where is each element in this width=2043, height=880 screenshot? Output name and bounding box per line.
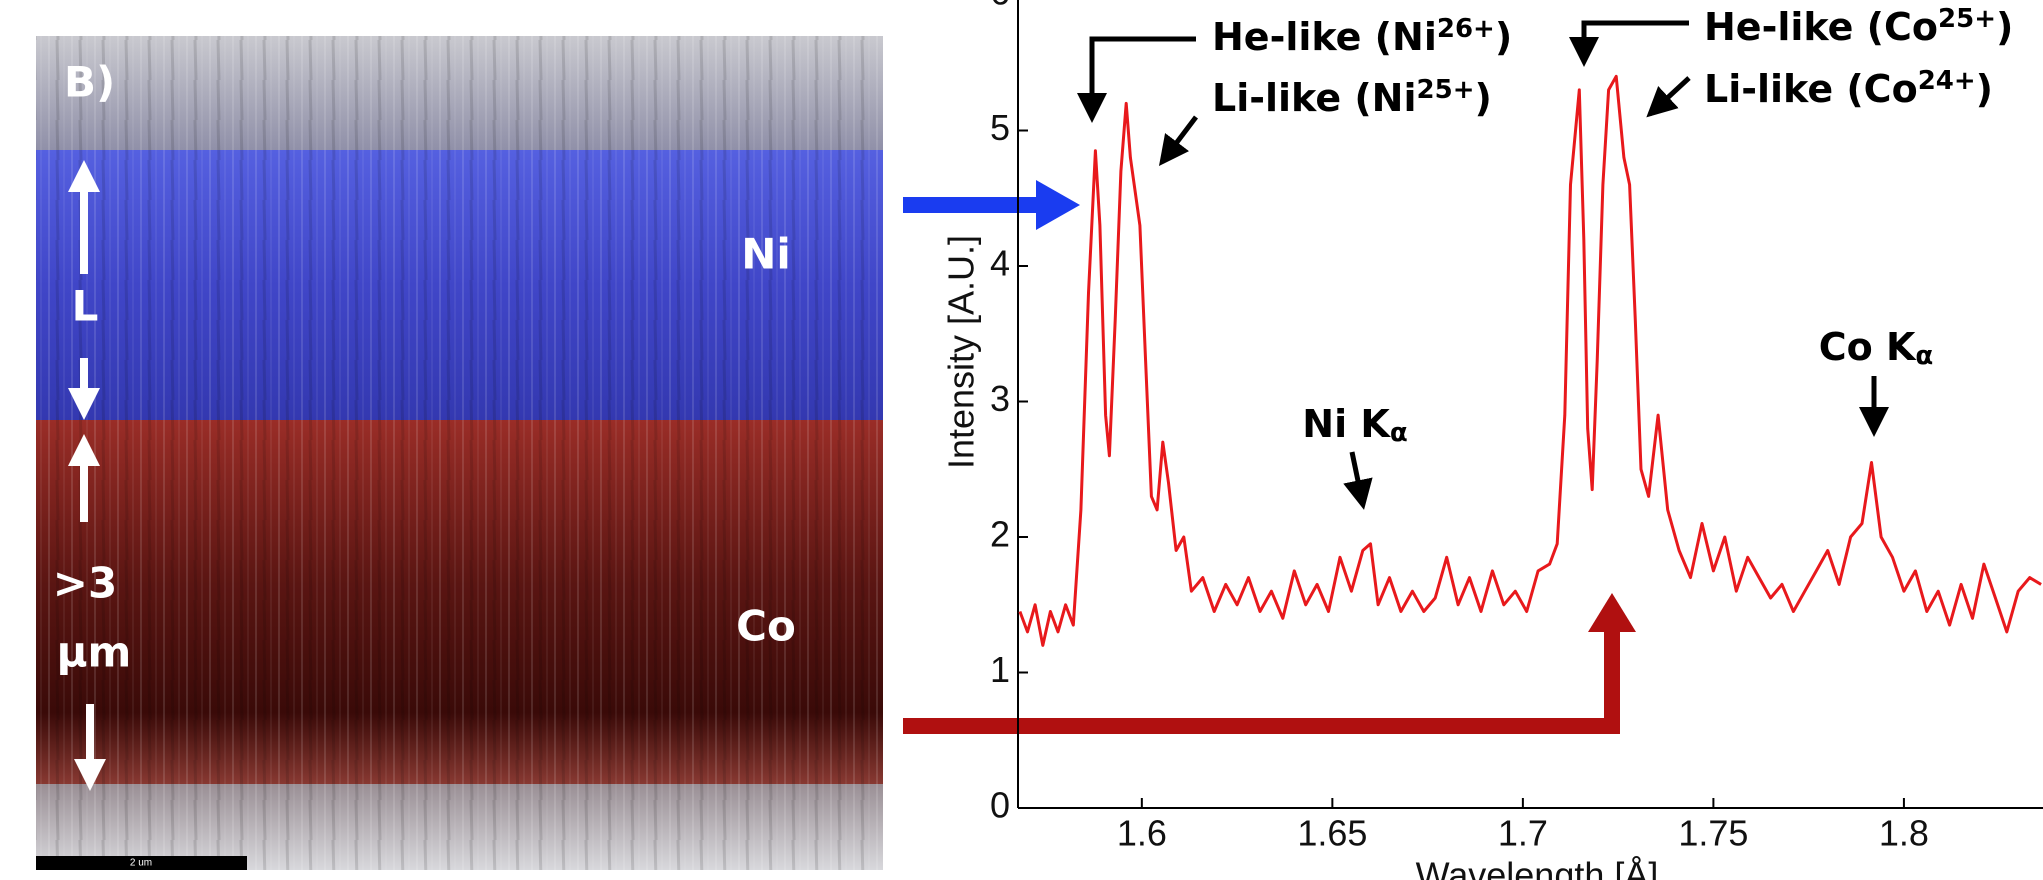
- link-arrows: [903, 180, 1636, 734]
- annotation-part: He-like (Co: [1704, 5, 1938, 49]
- spectrum-line: [1018, 74, 2042, 647]
- x-tick-label: 1.65: [1297, 813, 1367, 854]
- annotation-part: 24+: [1918, 66, 1976, 96]
- annotation: Co Kα: [1819, 325, 1934, 372]
- annotation-part: α: [1915, 341, 1933, 371]
- annotation-part: Li-like (Co: [1704, 67, 1918, 111]
- annotation-arrow: [1077, 36, 1196, 123]
- y-tick-label: 4: [990, 243, 1010, 284]
- annotation-part: 25+: [1938, 4, 1996, 34]
- y-tick-label: 2: [990, 514, 1010, 555]
- thickness-unit: µm: [57, 628, 132, 677]
- annotation-part: 25+: [1417, 75, 1475, 105]
- x-axis-title: Wavelength [Å]: [1416, 855, 1659, 880]
- layer-label: Ni: [741, 230, 791, 279]
- annotation-part: Ni K: [1302, 402, 1391, 446]
- panel-label: B): [64, 58, 115, 107]
- annotation-part: Co K: [1819, 325, 1917, 369]
- y-tick-label: 1: [990, 649, 1010, 690]
- thickness-label: >3: [53, 559, 117, 608]
- blue-arrow-head: [1036, 180, 1080, 230]
- annotation-part: ): [1996, 5, 2013, 49]
- spectrum-chart: Wavelength [Å] Intensity [A.U.] 0 1 2 3 4 5 6 1…: [941, 0, 2043, 880]
- x-tick-label: 1.6: [1117, 813, 1167, 854]
- annotation-part: α: [1390, 418, 1408, 448]
- annotation: He-like (Co25+): [1704, 4, 2013, 48]
- red-arrow-head: [1588, 593, 1636, 632]
- annotation-part: He-like (Ni: [1212, 15, 1437, 59]
- y-tick-label: 6: [990, 0, 1010, 13]
- red-arrow: [903, 628, 1620, 734]
- y-tick-label: 0: [990, 785, 1010, 826]
- wire-texture: [36, 36, 883, 870]
- annotation-arrow: [1646, 76, 1691, 118]
- y-tick-label: 5: [990, 107, 1010, 148]
- annotation-arrow: [1343, 451, 1373, 510]
- layer-label: Co: [736, 602, 796, 651]
- annotation-part: ): [1495, 15, 1512, 59]
- annotation: He-like (Ni26+): [1212, 14, 1512, 58]
- length-label: L: [72, 282, 99, 331]
- annotation-arrow: [1158, 115, 1198, 166]
- annotation: Ni Kα: [1302, 402, 1407, 449]
- annotation-part: Li-like (Ni: [1212, 76, 1417, 120]
- annotation-part: ): [1474, 76, 1491, 120]
- y-axis-title: Intensity [A.U.]: [941, 235, 982, 469]
- scale-bar: [36, 856, 247, 870]
- x-tick-label: 1.7: [1498, 813, 1548, 854]
- x-tick-label: 1.8: [1879, 813, 1929, 854]
- dimension-arrows: [68, 160, 106, 791]
- annotation-part: ): [1976, 67, 1993, 111]
- annotation: Li-like (Ni25+): [1212, 75, 1492, 119]
- annotation-arrow: [1569, 20, 1689, 67]
- x-tick-label: 1.75: [1678, 813, 1748, 854]
- y-tick-label: 3: [990, 378, 1010, 419]
- scale-bar-label: 2 um: [130, 858, 152, 869]
- annotation: Li-like (Co24+): [1704, 66, 1993, 110]
- annotation-part: 26+: [1437, 14, 1495, 44]
- sem-image: 2 um B) Ni Co L >3 µm: [36, 36, 883, 870]
